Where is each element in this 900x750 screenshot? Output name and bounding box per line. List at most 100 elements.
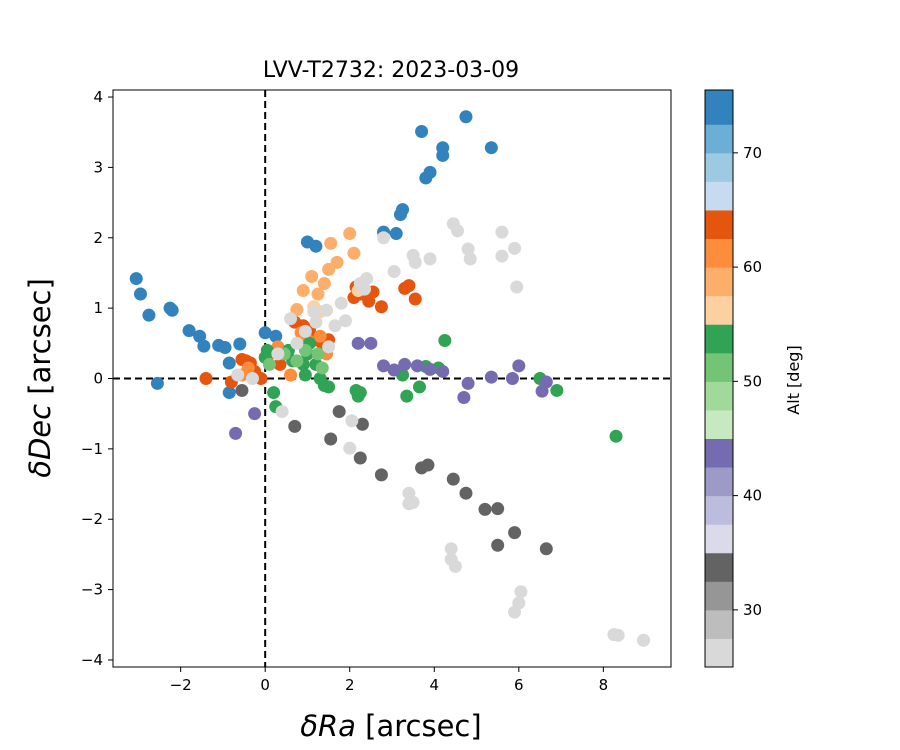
data-point xyxy=(298,368,312,382)
data-point xyxy=(374,468,388,482)
y-tick-label: 1 xyxy=(93,299,103,317)
colorbar-tick-label: 50 xyxy=(743,372,762,390)
colorbar-border xyxy=(704,89,734,668)
colorbar-tick-label: 70 xyxy=(743,144,762,162)
data-point xyxy=(611,628,625,642)
data-point xyxy=(231,368,245,382)
y-tick-label: 2 xyxy=(93,229,103,247)
data-point xyxy=(284,312,298,326)
colorbar: 30 40 50 60 70 Alt [deg] xyxy=(704,89,803,668)
data-point xyxy=(235,383,249,397)
data-point xyxy=(311,287,325,301)
data-point xyxy=(324,236,338,250)
data-point xyxy=(495,249,509,263)
data-point xyxy=(351,336,365,350)
x-axis-label-symbol: δRa xyxy=(300,709,356,743)
y-tick-label: −1 xyxy=(81,440,103,458)
data-point xyxy=(246,372,259,385)
data-point xyxy=(271,347,285,361)
y-axis-label: δDec [arcsec] xyxy=(23,278,57,478)
data-point xyxy=(309,239,323,253)
x-tick-label: 6 xyxy=(514,676,524,694)
data-point xyxy=(233,337,247,351)
colorbar-bin xyxy=(705,581,733,611)
data-point xyxy=(448,559,462,573)
y-tick-label: −4 xyxy=(81,651,103,669)
data-point xyxy=(129,272,143,286)
data-point xyxy=(150,376,164,390)
data-point xyxy=(222,356,236,370)
data-point xyxy=(262,357,276,371)
data-point xyxy=(396,203,410,217)
data-point xyxy=(284,368,298,382)
data-point xyxy=(290,354,304,368)
data-point xyxy=(539,375,553,389)
colorbar-bin xyxy=(705,381,733,411)
data-point xyxy=(364,336,378,350)
data-point xyxy=(165,303,179,317)
data-point xyxy=(550,383,564,397)
data-point xyxy=(241,361,255,375)
data-point xyxy=(330,255,344,269)
data-point xyxy=(142,308,156,322)
data-point xyxy=(406,495,420,509)
data-point xyxy=(273,357,287,371)
data-point xyxy=(505,372,519,385)
data-point xyxy=(317,277,331,291)
data-point xyxy=(222,386,236,400)
data-point xyxy=(343,441,357,455)
data-point xyxy=(387,265,401,279)
colorbar-tick-label: 30 xyxy=(743,601,762,619)
data-point xyxy=(377,359,391,373)
data-point xyxy=(410,359,424,373)
data-point xyxy=(269,329,283,343)
data-point xyxy=(290,303,304,317)
data-point xyxy=(423,165,437,179)
data-point xyxy=(328,319,342,333)
x-tick-label: 2 xyxy=(345,676,355,694)
data-point xyxy=(353,451,367,465)
data-point xyxy=(199,372,213,385)
data-point xyxy=(451,224,465,238)
data-point xyxy=(218,341,232,355)
data-point xyxy=(298,324,312,338)
chart-title: LVV-T2732: 2023-03-09 xyxy=(263,58,519,83)
colorbar-bin xyxy=(705,495,733,525)
colorbar-bin xyxy=(705,638,733,668)
colorbar-tick-label: 60 xyxy=(743,258,762,276)
data-point xyxy=(290,336,304,350)
data-point xyxy=(495,225,509,239)
data-point xyxy=(387,363,401,377)
data-point xyxy=(446,472,460,486)
colorbar-bin xyxy=(705,295,733,325)
data-point xyxy=(461,376,475,390)
data-point xyxy=(423,252,437,266)
data-point xyxy=(444,542,458,556)
colorbar-label: Alt [deg] xyxy=(784,345,803,414)
data-point xyxy=(296,284,310,298)
data-point xyxy=(324,432,338,446)
colorbar-bin xyxy=(705,524,733,554)
data-point xyxy=(334,296,348,310)
data-point xyxy=(313,329,327,343)
data-point xyxy=(305,269,319,283)
colorbar-bin xyxy=(705,267,733,297)
data-point xyxy=(315,361,329,375)
x-axis-label: δRa [arcsec] xyxy=(300,709,481,743)
data-point xyxy=(193,329,207,343)
data-point xyxy=(133,287,147,301)
data-point xyxy=(182,324,196,338)
data-point xyxy=(389,227,403,241)
data-point xyxy=(275,405,289,419)
plot-area: −2 0 2 4 6 8 −4 −3 −2 −1 0 1 2 3 4 xyxy=(81,88,672,694)
colorbar-bin xyxy=(705,181,733,211)
x-tick-label: −2 xyxy=(170,676,192,694)
data-point xyxy=(332,405,346,419)
data-point xyxy=(421,458,435,472)
data-point xyxy=(491,502,505,516)
data-point xyxy=(355,417,369,431)
y-axis-ticks: −4 −3 −2 −1 0 1 2 3 4 xyxy=(81,88,113,669)
colorbar-bin xyxy=(705,609,733,639)
data-point xyxy=(267,386,281,400)
colorbar-bin xyxy=(705,90,733,125)
